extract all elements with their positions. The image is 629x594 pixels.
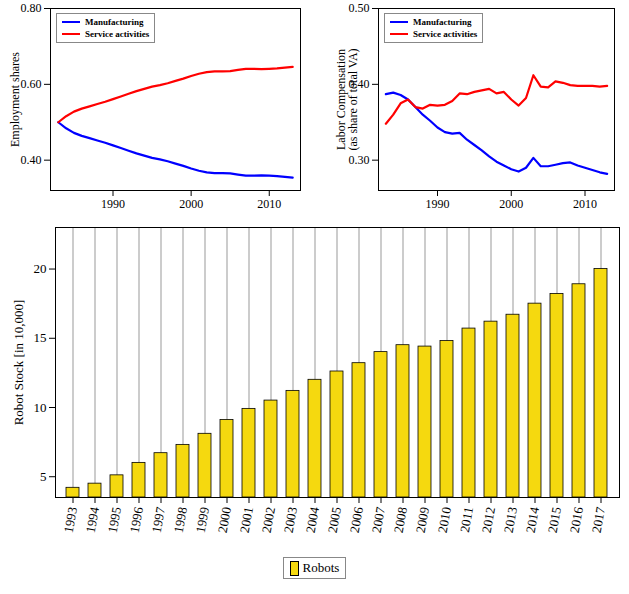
svg-text:20: 20 [34,261,47,276]
svg-text:1999: 1999 [193,506,212,534]
svg-text:2014: 2014 [523,505,542,534]
svg-text:1998: 1998 [171,506,190,534]
svg-text:2008: 2008 [391,506,410,534]
svg-text:2012: 2012 [479,506,498,534]
svg-text:10: 10 [34,400,47,415]
html-text:Robots: Robots [302,560,340,575]
svg-text:2000: 2000 [499,197,523,211]
svg-text:0.40: 0.40 [21,153,42,167]
svg-text:2007: 2007 [369,505,388,534]
svg-text:2000: 2000 [179,197,203,211]
svg-text:0.30: 0.30 [349,153,370,167]
html-text:Manufacturing: Manufacturing [85,17,144,27]
svg-text:2004: 2004 [303,505,322,534]
svg-text:2005: 2005 [325,506,344,534]
svg-text:2015: 2015 [545,506,564,534]
html-text:Service activities: Service activities [85,29,150,39]
svg-text:1993: 1993 [61,506,80,534]
svg-text:2013: 2013 [501,506,520,534]
svg-text:15: 15 [34,330,47,345]
svg-text:2001: 2001 [237,506,256,534]
svg-text:1997: 1997 [149,505,168,534]
svg-text:2010: 2010 [257,197,281,211]
svg-text:1995: 1995 [105,506,124,534]
svg-text:2003: 2003 [281,506,300,534]
svg-text:2002: 2002 [259,506,278,534]
svg-text:2010: 2010 [435,506,454,534]
html-text:Manufacturing: Manufacturing [413,17,472,27]
svg-text:Labor Compensation(as share of: Labor Compensation(as share of total VA) [334,48,360,150]
svg-text:2017: 2017 [589,505,608,534]
svg-text:0.50: 0.50 [349,1,370,15]
svg-text:2010: 2010 [573,197,597,211]
svg-text:Employment shares: Employment shares [8,52,22,147]
svg-text:1990: 1990 [101,197,125,211]
svg-text:2009: 2009 [413,506,432,534]
svg-text:2016: 2016 [567,505,586,534]
svg-text:5: 5 [40,469,47,484]
svg-text:2011: 2011 [457,506,476,534]
svg-text:Robot Stock [in 10,000]: Robot Stock [in 10,000] [11,300,26,426]
svg-text:1990: 1990 [426,197,450,211]
svg-text:1994: 1994 [83,505,102,534]
svg-text:0.80: 0.80 [21,1,42,15]
svg-text:0.60: 0.60 [21,77,42,91]
svg-text:1996: 1996 [127,505,146,534]
svg-text:2006: 2006 [347,505,366,534]
svg-text:2000: 2000 [215,506,234,534]
html-text:Service activities: Service activities [413,29,478,39]
